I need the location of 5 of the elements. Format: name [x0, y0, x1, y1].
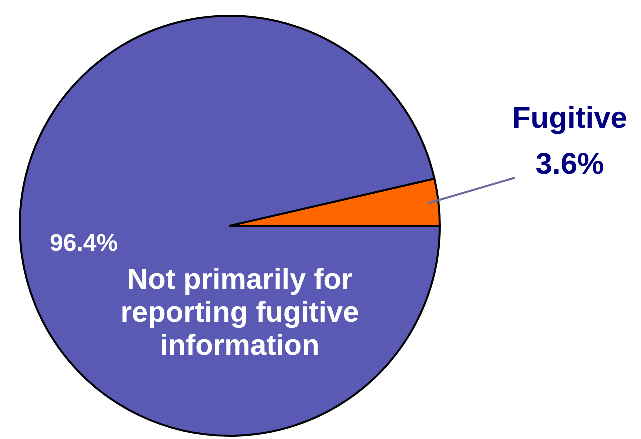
data-label: 3.6%: [536, 148, 604, 181]
pie-slice: [19, 15, 441, 437]
data-label: 96.4%: [50, 230, 118, 257]
slice-label: Fugitive: [512, 102, 628, 135]
slice-label: Not primarily for reporting fugitive information: [120, 264, 360, 362]
